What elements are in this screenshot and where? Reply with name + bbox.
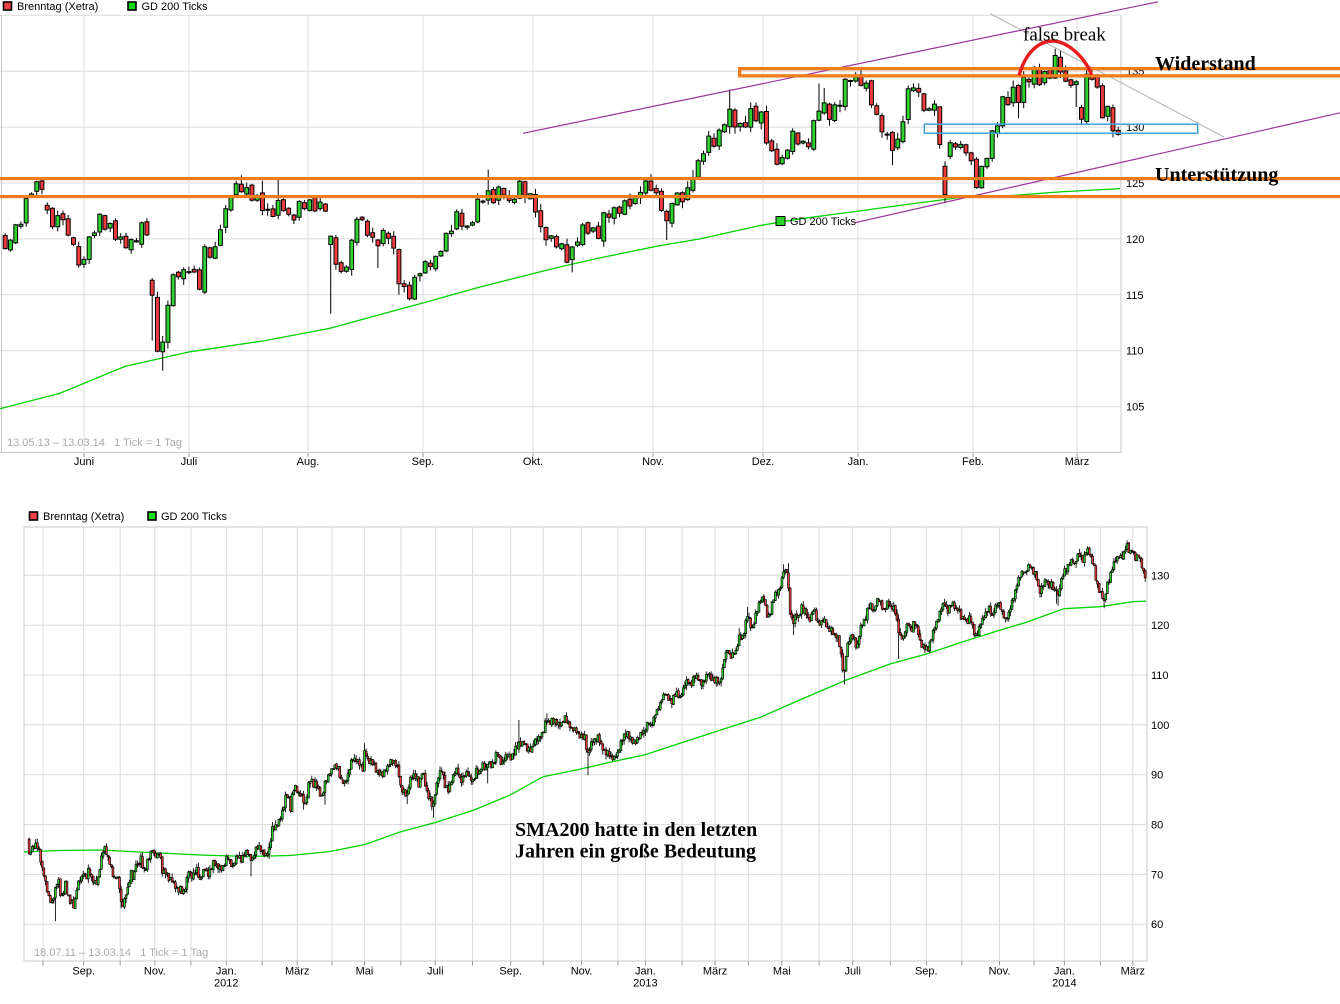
svg-text:2013: 2013 — [633, 978, 657, 990]
svg-text:120: 120 — [1126, 234, 1144, 246]
svg-text:Mai: Mai — [356, 966, 374, 978]
svg-text:Juli: Juli — [181, 456, 198, 468]
svg-text:GD 200 Ticks: GD 200 Ticks — [142, 1, 209, 13]
svg-text:Unterstützung: Unterstützung — [1155, 164, 1278, 186]
svg-text:Jan.: Jan. — [216, 966, 237, 978]
svg-text:false break: false break — [1023, 24, 1106, 45]
svg-text:Jahren ein große Bedeutung: Jahren ein große Bedeutung — [515, 841, 756, 863]
svg-text:März: März — [1065, 456, 1089, 468]
svg-text:2012: 2012 — [214, 978, 238, 990]
svg-text:Widerstand: Widerstand — [1155, 53, 1256, 75]
svg-text:Jan.: Jan. — [1054, 966, 1075, 978]
svg-text:110: 110 — [1126, 346, 1144, 358]
svg-text:Juli: Juli — [427, 966, 444, 978]
svg-text:GD 200 Ticks: GD 200 Ticks — [790, 216, 857, 228]
svg-text:13.05.13 – 13.03.14 1 Tick =: 13.05.13 – 13.03.14 1 Tick = 1 Tag — [7, 437, 182, 449]
svg-text:120: 120 — [1151, 620, 1169, 632]
svg-text:Okt.: Okt. — [523, 456, 543, 468]
svg-text:SMA200 hatte in den letzten: SMA200 hatte in den letzten — [515, 819, 757, 841]
svg-text:105: 105 — [1126, 402, 1144, 414]
svg-text:18.07.11 – 13.03.14 1 Tick =: 18.07.11 – 13.03.14 1 Tick = 1 Tag — [34, 947, 208, 959]
svg-text:90: 90 — [1151, 770, 1163, 782]
svg-text:115: 115 — [1126, 290, 1144, 302]
svg-text:Juni: Juni — [74, 456, 94, 468]
svg-text:Juli: Juli — [844, 966, 861, 978]
svg-text:125: 125 — [1126, 178, 1144, 190]
svg-text:100: 100 — [1151, 720, 1169, 732]
svg-text:Brenntag (Xetra): Brenntag (Xetra) — [43, 511, 124, 523]
svg-text:Nov.: Nov. — [571, 966, 593, 978]
svg-text:Brenntag (Xetra): Brenntag (Xetra) — [17, 1, 98, 13]
svg-text:70: 70 — [1151, 869, 1163, 881]
svg-text:Jan.: Jan. — [635, 966, 656, 978]
svg-text:März: März — [285, 966, 309, 978]
svg-text:130: 130 — [1151, 570, 1169, 582]
svg-text:Sep.: Sep. — [72, 966, 95, 978]
svg-text:Dez.: Dez. — [752, 456, 775, 468]
svg-text:März: März — [703, 966, 727, 978]
svg-text:Aug.: Aug. — [297, 456, 320, 468]
svg-text:Nov.: Nov. — [989, 966, 1011, 978]
svg-text:Mai: Mai — [773, 966, 791, 978]
svg-text:Sep.: Sep. — [499, 966, 522, 978]
svg-text:80: 80 — [1151, 820, 1163, 832]
svg-text:60: 60 — [1151, 919, 1163, 931]
svg-text:GD 200 Ticks: GD 200 Ticks — [161, 511, 228, 523]
svg-text:Nov.: Nov. — [144, 966, 166, 978]
svg-text:Sep.: Sep. — [412, 456, 435, 468]
svg-text:130: 130 — [1126, 122, 1144, 134]
svg-text:110: 110 — [1151, 670, 1169, 682]
svg-text:Nov.: Nov. — [642, 456, 664, 468]
svg-text:Sep.: Sep. — [915, 966, 938, 978]
svg-text:Jan.: Jan. — [848, 456, 869, 468]
svg-text:März: März — [1121, 966, 1145, 978]
svg-text:Feb.: Feb. — [962, 456, 984, 468]
svg-text:2014: 2014 — [1052, 978, 1076, 990]
